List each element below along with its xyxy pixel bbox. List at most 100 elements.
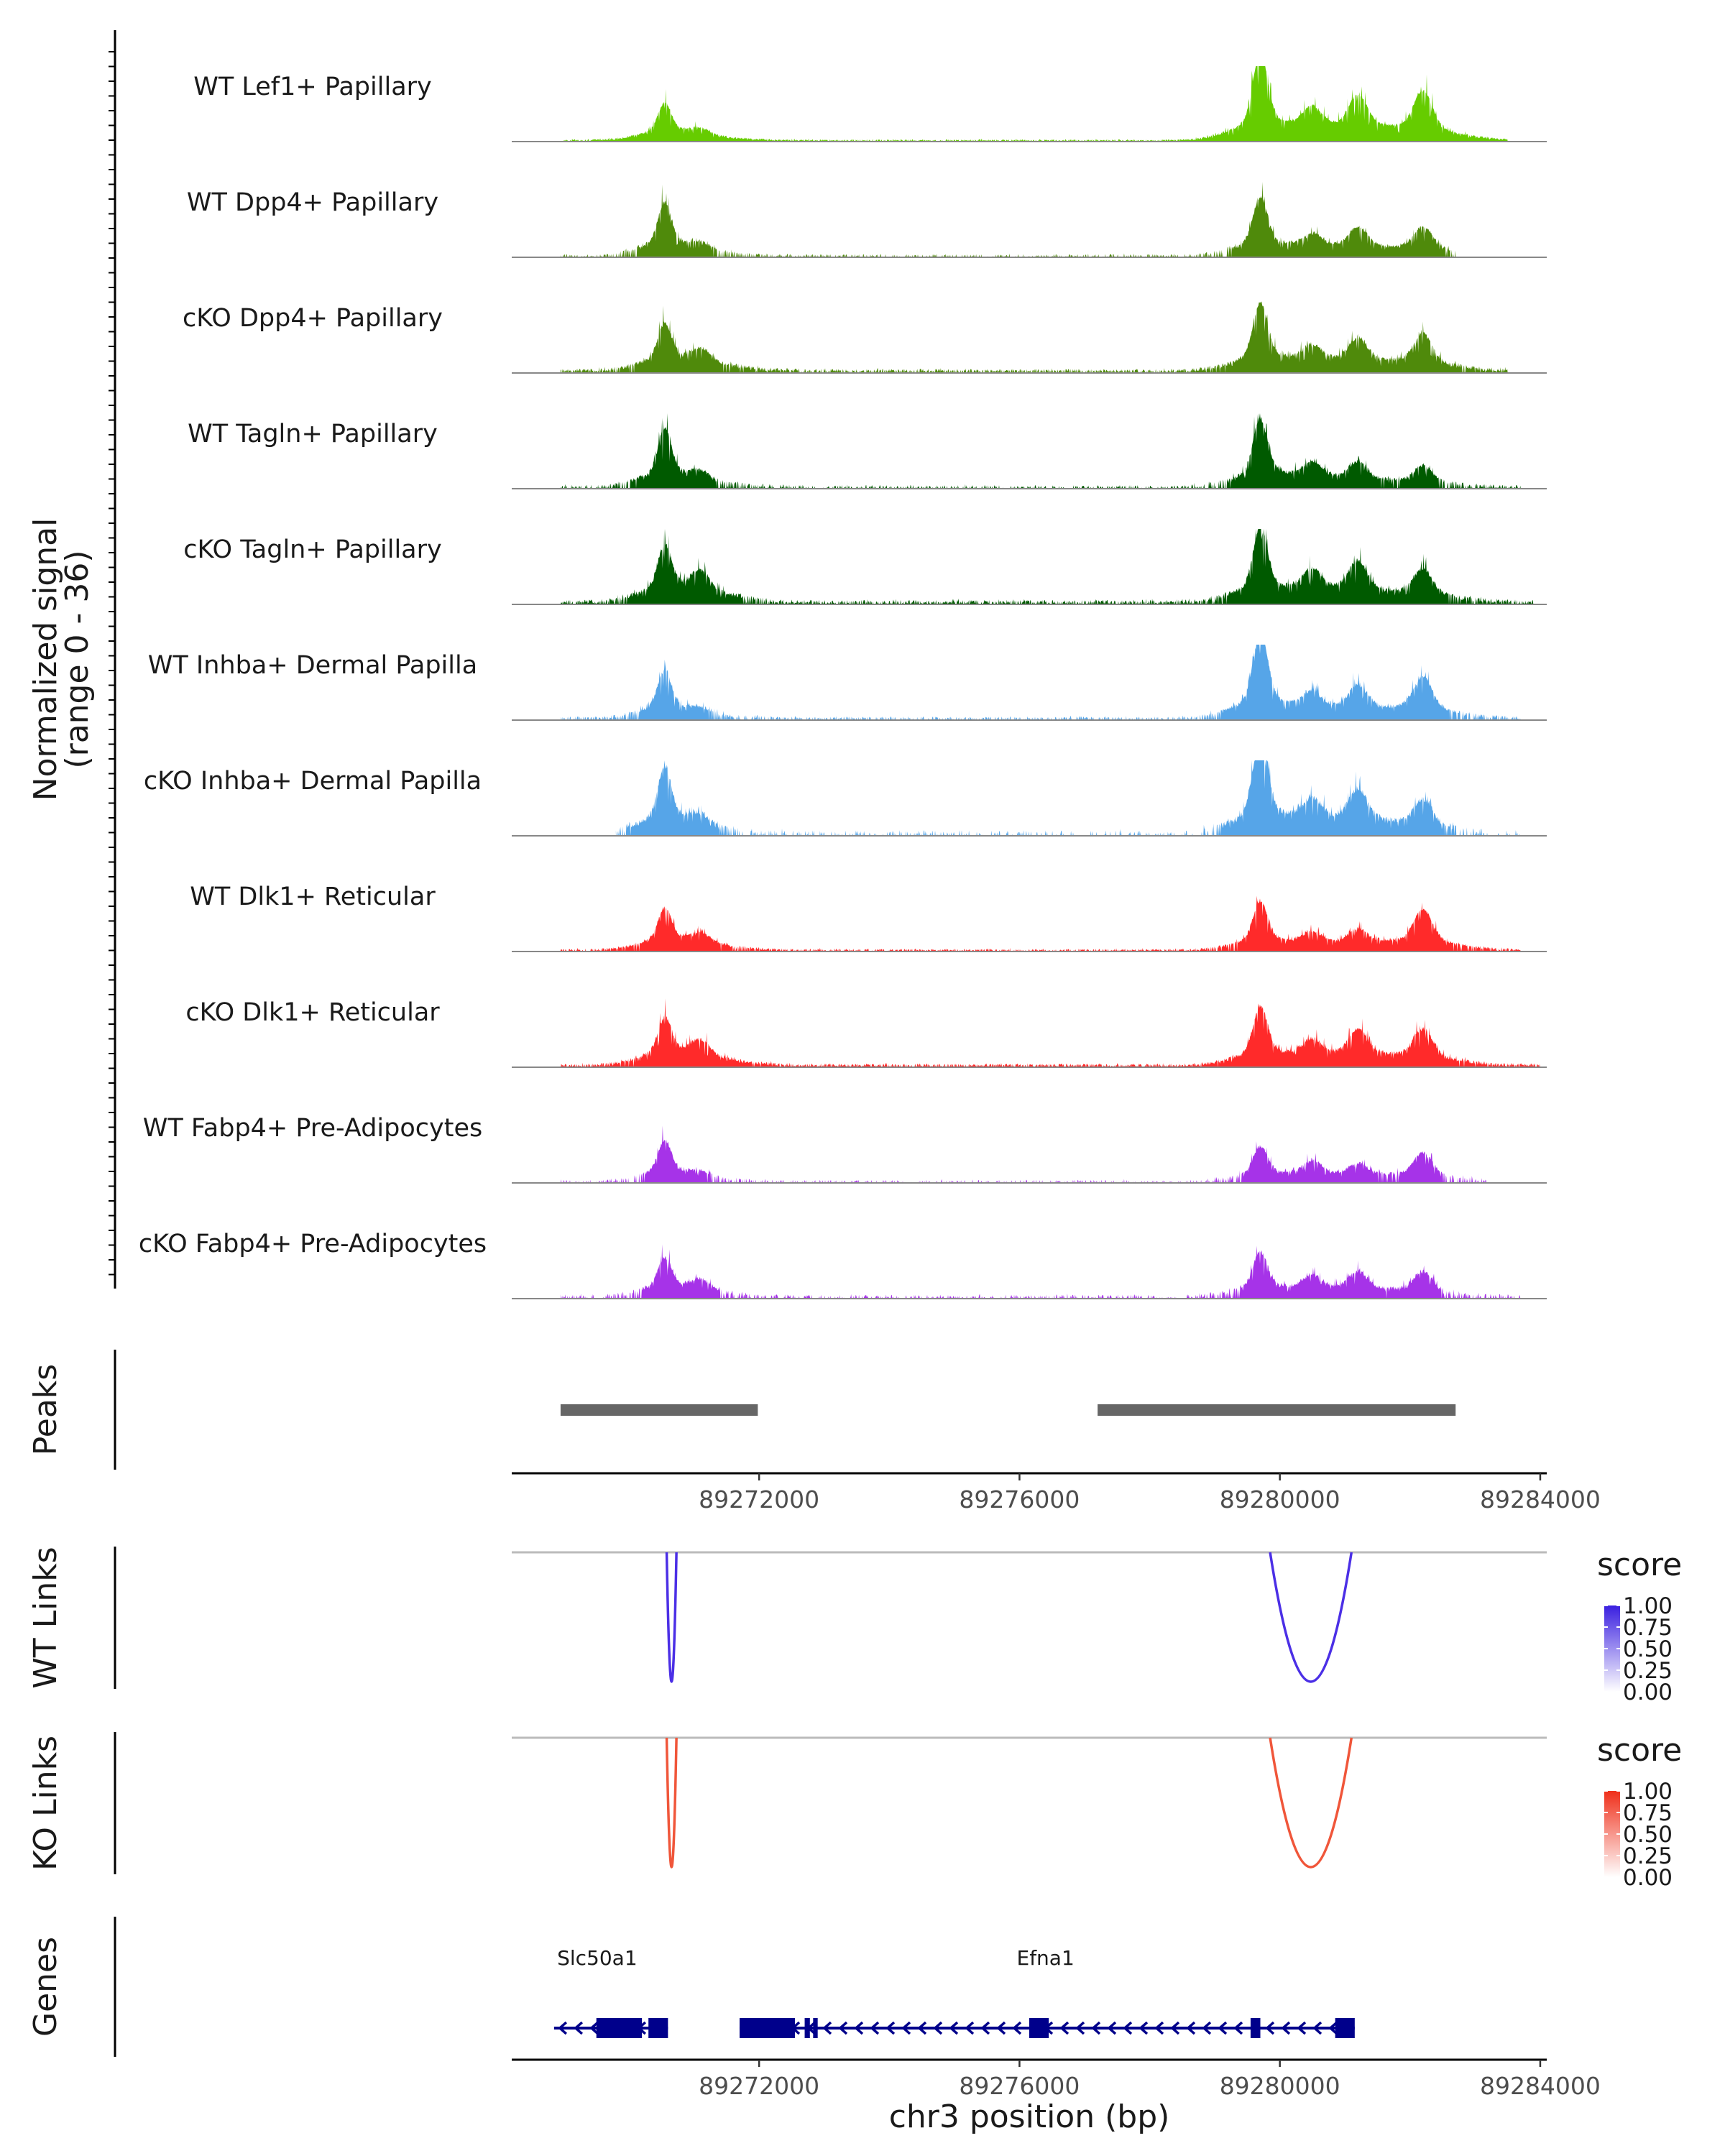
genes-xaxis-tick-label: 89280000: [1220, 2072, 1340, 2100]
gene-exon: [1250, 2018, 1261, 2038]
coverage-track-label: cKO Dlk1+ Reticular: [185, 998, 440, 1027]
coverage-track-label: cKO Inhba+ Dermal Papilla: [144, 767, 482, 796]
strand-arrow: [886, 2021, 896, 2035]
strand-arrow: [854, 2021, 864, 2035]
peaks-xaxis-tick-label: 89280000: [1220, 1485, 1340, 1514]
peaks-panel: Peaks 89272000 89276000 89280000 89284000: [27, 1350, 1601, 1514]
strand-arrow: [1297, 2021, 1307, 2035]
coverage-track-4: WT Tagln+ Papillary: [188, 413, 1547, 489]
legend-colorbar: [1604, 1606, 1620, 1692]
legend-colorbar: [1604, 1791, 1620, 1877]
strand-arrow: [589, 2021, 599, 2035]
gene-exon: [596, 2018, 643, 2038]
peaks-xaxis-tick-label: 89276000: [959, 1485, 1080, 1514]
coverage-track-2: WT Dpp4+ Papillary: [187, 182, 1547, 258]
strand-arrow: [1154, 2021, 1164, 2035]
genes-xaxis-tick-label: 89284000: [1480, 2072, 1601, 2100]
coverage-track-6: WT Inhba+ Dermal Papilla: [148, 645, 1547, 721]
x-axis-title: chr3 position (bp): [889, 2099, 1170, 2135]
coverage-track-label: WT Inhba+ Dermal Papilla: [148, 651, 477, 680]
coverage-track-label: WT Dpp4+ Papillary: [187, 188, 438, 217]
gene-exon: [804, 2018, 810, 2038]
link-arc-2: [1269, 1737, 1353, 1869]
coverage-track-8: WT Dlk1+ Reticular: [190, 883, 1547, 952]
coverage-ylabel-line1: Normalized signal: [27, 518, 64, 801]
coverage-area: [560, 529, 1534, 604]
legend-tick-label: 0.25: [1623, 1658, 1673, 1684]
coverage-ylabel: Normalized signal(range 0 - 36): [27, 518, 96, 801]
legend-tick-label: 0.25: [1623, 1843, 1673, 1869]
coverage-track-label: WT Tagln+ Papillary: [188, 420, 438, 448]
strand-arrow: [965, 2021, 975, 2035]
strand-arrow: [1138, 2021, 1149, 2035]
link-arc-1: [665, 1737, 678, 1869]
legend-tick-label: 1.00: [1623, 1593, 1673, 1619]
legend-tick-label: 1.00: [1623, 1779, 1673, 1805]
coverage-track-7: cKO Inhba+ Dermal Papilla: [144, 760, 1547, 837]
strand-arrow: [1107, 2021, 1117, 2035]
genes-panel: Genes Slc50a1 Efna1 89272000 89276000 8928000…: [27, 1917, 1601, 2135]
peaks-xaxis-tick-label: 89284000: [1480, 1485, 1601, 1514]
genes-xaxis-tick-label: 89276000: [959, 2072, 1080, 2100]
strand-arrow: [1012, 2021, 1022, 2035]
gene-model-slc50a1: Slc50a1: [553, 1946, 668, 2038]
links-panel-2: KO Links score 1.000.750.500.250.00: [27, 1732, 1682, 1891]
legend-tick-label: 0.50: [1623, 1822, 1673, 1848]
strand-arrow: [1218, 2021, 1228, 2035]
gene-exon: [739, 2018, 795, 2038]
legend-tick-label: 0.50: [1623, 1636, 1673, 1662]
coverage-area: [560, 1244, 1521, 1299]
strand-arrow: [822, 2021, 832, 2035]
gene-exon: [648, 2018, 668, 2038]
strand-arrow: [1233, 2021, 1243, 2035]
coverage-panel: Normalized signal(range 0 - 36) WT Lef1+ …: [27, 30, 1547, 1299]
coverage-track-label: cKO Tagln+ Papillary: [183, 535, 442, 564]
coverage-track-label: WT Fabp4+ Pre-Adipocytes: [143, 1114, 482, 1143]
coverage-track-5: cKO Tagln+ Papillary: [183, 529, 1547, 605]
coverage-area: [560, 895, 1521, 952]
gene-exon: [813, 2018, 818, 2038]
coverage-track-label: WT Dlk1+ Reticular: [190, 883, 436, 911]
strand-arrow: [996, 2021, 1006, 2035]
coverage-track-1: WT Lef1+ Papillary: [193, 66, 1547, 142]
strand-arrow: [917, 2021, 927, 2035]
strand-arrow: [558, 2021, 568, 2035]
strand-arrow: [1312, 2021, 1322, 2035]
strand-arrow: [838, 2021, 848, 2035]
strand-arrow: [1123, 2021, 1133, 2035]
coverage-track-label: WT Lef1+ Papillary: [193, 73, 432, 101]
strand-arrow: [1170, 2021, 1180, 2035]
strand-arrow: [901, 2021, 911, 2035]
gene-name: Efna1: [1017, 1946, 1075, 1970]
coverage-area: [560, 413, 1521, 489]
gene-exon: [1029, 2018, 1049, 2038]
genes-label: Genes: [27, 1937, 64, 2037]
legend-title: score: [1597, 1547, 1682, 1583]
legend-tick-label: 0.75: [1623, 1615, 1673, 1641]
link-arc-2: [1269, 1552, 1353, 1683]
strand-arrow: [1091, 2021, 1101, 2035]
peaks-label: Peaks: [27, 1364, 64, 1455]
legend-tick-label: 0.00: [1623, 1680, 1673, 1705]
strand-arrow: [1202, 2021, 1212, 2035]
legend-tick-label: 0.75: [1623, 1800, 1673, 1826]
links-label: KO Links: [27, 1736, 64, 1871]
strand-arrow: [1075, 2021, 1085, 2035]
coverage-area: [615, 760, 1521, 836]
coverage-area: [560, 998, 1540, 1067]
coverage-track-label: cKO Fabp4+ Pre-Adipocytes: [139, 1230, 487, 1258]
strand-arrow: [1186, 2021, 1196, 2035]
legend-title: score: [1597, 1732, 1682, 1769]
strand-arrow: [1281, 2021, 1291, 2035]
strand-arrow: [980, 2021, 990, 2035]
strand-arrow: [574, 2021, 584, 2035]
strand-arrow: [870, 2021, 880, 2035]
peak-interval-1: [560, 1404, 758, 1416]
coverage-track-3: cKO Dpp4+ Papillary: [183, 301, 1547, 374]
gene-model-efna1: Efna1: [739, 1946, 1355, 2038]
coverage-track-11: cKO Fabp4+ Pre-Adipocytes: [139, 1230, 1547, 1299]
coverage-area: [560, 182, 1456, 257]
coverage-area: [560, 1125, 1489, 1183]
coverage-area: [560, 301, 1508, 373]
